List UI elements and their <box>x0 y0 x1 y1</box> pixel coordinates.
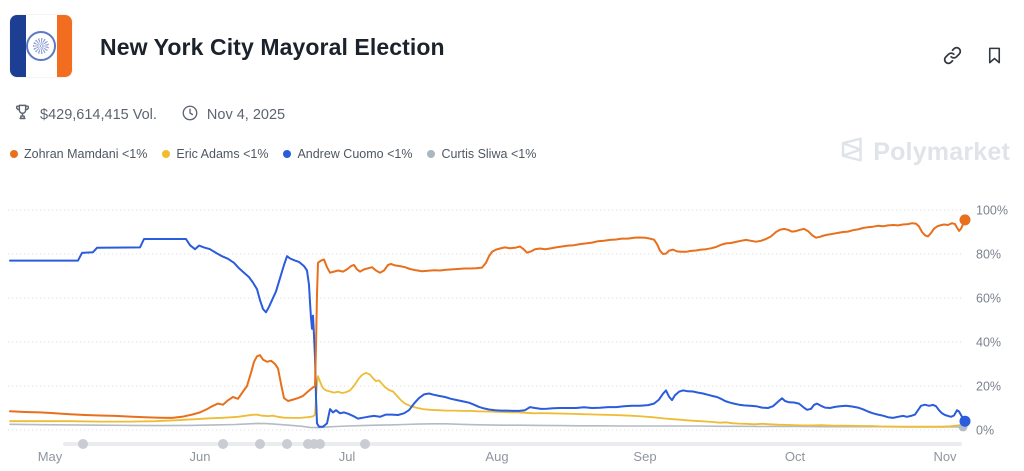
x-tick-label: Jun <box>190 449 211 464</box>
legend-item-adams: Eric Adams <1% <box>162 147 268 161</box>
mamdani-end-dot <box>959 214 971 226</box>
y-tick-label: 0% <box>976 424 994 438</box>
x-tick-label: May <box>38 449 63 464</box>
flag-orange-stripe <box>56 15 72 77</box>
series-end-dots <box>958 214 971 432</box>
y-tick-label: 40% <box>976 336 1001 350</box>
sliwa-line <box>9 422 964 429</box>
mamdani-line <box>9 218 966 419</box>
header-actions <box>942 45 1004 66</box>
cuomo-dot-icon <box>283 150 292 158</box>
clock-icon <box>181 104 199 126</box>
y-tick-label: 20% <box>976 380 1001 394</box>
timeline-dots[interactable] <box>78 439 370 449</box>
volume-text: $429,614,415 Vol. <box>40 106 157 123</box>
cuomo-end-dot <box>959 415 971 427</box>
end-date-text: Nov 4, 2025 <box>206 106 286 123</box>
legend-item-mamdani: Zohran Mamdani <1% <box>10 147 147 161</box>
legend-label: Andrew Cuomo <1% <box>297 147 413 161</box>
timeline-event-dot[interactable] <box>255 439 265 449</box>
legend-label: Zohran Mamdani <1% <box>24 147 148 161</box>
x-tick-label: Jul <box>339 449 356 464</box>
x-tick-label: Oct <box>785 449 806 464</box>
probability-chart[interactable]: 100% 80% 60% 40% 20% 0% May Jun Jul Aug <box>0 195 1024 471</box>
legend-item-sliwa: Curtis Sliwa <1% <box>427 147 536 161</box>
x-tick-label: Nov <box>933 449 957 464</box>
sliwa-dot-icon <box>427 150 436 158</box>
legend-label: Curtis Sliwa <1% <box>441 147 537 161</box>
polymarket-watermark[interactable]: Polymarket <box>837 135 1010 169</box>
page-title: New York City Mayoral Election <box>100 34 445 60</box>
timeline-event-dot[interactable] <box>315 439 325 449</box>
gridlines <box>8 209 962 431</box>
x-tick-label: Aug <box>485 449 508 464</box>
chart-legend: Zohran Mamdani <1% Eric Adams <1% Andrew… <box>10 147 536 161</box>
timeline-event-dot[interactable] <box>282 439 292 449</box>
y-tick-label: 80% <box>976 248 1001 262</box>
adams-dot-icon <box>162 150 171 158</box>
stats-row: $429,614,415 Vol. Nov 4, 2025 <box>13 103 285 126</box>
timeline-event-dot[interactable] <box>78 439 88 449</box>
mamdani-dot-icon <box>10 150 18 158</box>
market-icon-nyc-flag <box>10 15 72 77</box>
legend-item-cuomo: Andrew Cuomo <1% <box>283 147 412 161</box>
y-tick-label: 60% <box>976 292 1001 306</box>
flag-white-stripe <box>25 15 57 77</box>
link-icon[interactable] <box>942 45 963 66</box>
timeline-track[interactable] <box>63 442 962 446</box>
cuomo-line <box>9 238 966 428</box>
y-axis: 100% 80% 60% 40% 20% 0% <box>976 204 1008 438</box>
legend-label: Eric Adams <1% <box>176 147 269 161</box>
timeline-event-dot[interactable] <box>218 439 228 449</box>
x-tick-label: Sep <box>633 449 656 464</box>
x-axis: May Jun Jul Aug Sep Oct Nov <box>38 449 957 464</box>
y-tick-label: 100% <box>976 204 1008 218</box>
polymarket-logo-icon <box>837 135 866 169</box>
series-lines <box>9 218 966 429</box>
nyc-seal-icon <box>26 31 56 61</box>
timeline-event-dot[interactable] <box>360 439 370 449</box>
adams-line <box>9 371 966 428</box>
flag-blue-stripe <box>10 15 26 77</box>
polymarket-wordmark: Polymarket <box>873 137 1010 166</box>
bookmark-icon[interactable] <box>985 45 1004 66</box>
trophy-icon <box>13 103 32 126</box>
